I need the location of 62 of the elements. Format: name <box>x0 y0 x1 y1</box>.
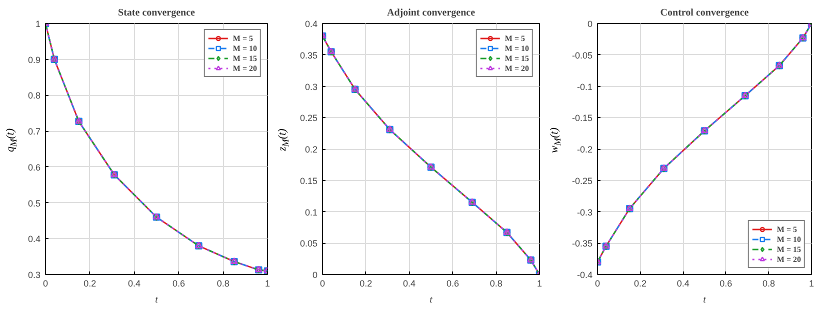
x-tick-label: 0.4 <box>403 278 416 288</box>
legend-label: M = 5 <box>776 224 797 234</box>
x-tick-label: 0.6 <box>446 278 459 288</box>
x-tick-label: 0.8 <box>762 278 775 288</box>
chart-title: Adjoint convergence <box>386 8 476 18</box>
legend-label: M = 10 <box>776 234 801 244</box>
x-tick-label: 0 <box>42 278 48 288</box>
legend-label: M = 15 <box>776 244 801 254</box>
x-tick-label: 0.6 <box>720 278 732 288</box>
y-tick-label: -0.35 <box>572 238 592 249</box>
y-tick-label: -0.2 <box>576 144 593 154</box>
y-tick-label: 0.5 <box>28 198 41 208</box>
x-tick-label: 0 <box>594 278 600 288</box>
y-tick-label: 0.8 <box>28 90 41 101</box>
x-tick-label: 0.4 <box>676 278 690 288</box>
y-tick-label: 1 <box>35 19 41 29</box>
x-axis-title: t <box>155 294 158 306</box>
x-tick-label: 1 <box>536 278 542 288</box>
x-axis-title: t <box>430 294 433 306</box>
chart-title: State convergence <box>118 8 196 18</box>
x-tick-label: 0.8 <box>216 278 230 288</box>
y-tick-label: 0.05 <box>300 238 318 249</box>
y-tick-label: 0 <box>312 270 318 280</box>
legend-label: M = 10 <box>232 43 257 53</box>
y-tick-label: -0.3 <box>576 207 593 218</box>
y-tick-label: 0 <box>587 19 593 29</box>
legend-label: M = 20 <box>232 63 257 73</box>
x-tick-label: 1 <box>808 278 814 288</box>
x-tick-label: 0.4 <box>128 278 141 288</box>
y-tick-label: -0.4 <box>576 270 593 280</box>
x-tick-label: 0.2 <box>360 278 372 288</box>
legend-label: M = 5 <box>504 33 525 43</box>
y-tick-label: -0.05 <box>572 50 592 60</box>
chart-title: Control convergence <box>660 8 750 18</box>
y-tick-label: 0.4 <box>28 234 41 244</box>
y-tick-label: -0.1 <box>576 82 593 92</box>
y-tick-label: 0.15 <box>300 176 318 186</box>
legend-label: M = 5 <box>232 33 253 43</box>
y-tick-label: 0.7 <box>28 126 41 137</box>
x-tick-label: 0.8 <box>490 278 502 288</box>
legend-label: M = 20 <box>504 63 529 73</box>
y-tick-label: 0.2 <box>304 144 318 154</box>
y-tick-label: -0.15 <box>572 113 592 124</box>
y-tick-label: 0.4 <box>304 19 318 29</box>
legend-label: M = 15 <box>504 53 529 63</box>
y-tick-label: 0.3 <box>304 82 318 92</box>
y-tick-label: 0.9 <box>28 54 41 65</box>
y-tick-label: -0.25 <box>572 176 592 186</box>
y-tick-label: 0.1 <box>304 207 318 218</box>
legend-label: M = 20 <box>776 254 801 264</box>
x-tick-label: 0.6 <box>172 278 185 288</box>
legend-label: M = 10 <box>504 43 529 53</box>
y-tick-label: 0.6 <box>28 162 41 172</box>
y-tick-label: 0.25 <box>300 113 318 124</box>
x-tick-label: 1 <box>264 278 270 288</box>
x-axis-title: t <box>703 294 706 306</box>
y-tick-label: 0.3 <box>28 270 41 280</box>
x-tick-label: 0.2 <box>84 278 96 288</box>
x-tick-label: 0 <box>320 278 326 288</box>
x-tick-label: 0.2 <box>634 278 647 288</box>
y-tick-label: 0.35 <box>300 50 318 60</box>
legend-label: M = 15 <box>232 53 257 63</box>
